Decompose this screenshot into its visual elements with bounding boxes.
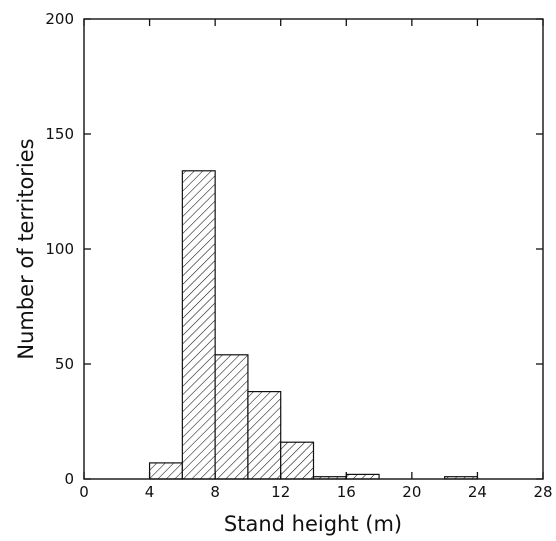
plot-frame (83, 18, 544, 480)
ticks-group (83, 18, 544, 480)
x-axis-label: Stand height (m) (224, 512, 402, 536)
y-tick-label: 150 (45, 125, 74, 143)
x-tick-label: 4 (145, 483, 155, 501)
x-tick-label: 24 (468, 483, 487, 501)
x-tick-label: 0 (79, 483, 89, 501)
tick-labels-group: 0 4 8 12 16 20 24 28 0 50 100 150 200 (45, 10, 552, 501)
x-tick-label: 28 (533, 483, 552, 501)
histogram-bar-4-6 (148, 462, 183, 480)
histogram-bar-6-8 (181, 170, 216, 480)
y-axis-label: Number of territories (14, 138, 38, 359)
x-tick-label: 20 (402, 483, 421, 501)
x-tick-label: 12 (271, 483, 290, 501)
y-tick-label: 50 (55, 355, 74, 373)
y-tick-label: 200 (45, 10, 74, 28)
histogram-bar-12-14 (280, 441, 315, 480)
histogram-bar-10-12 (247, 391, 282, 480)
y-tick-label: 100 (45, 240, 74, 258)
y-tick-label: 0 (64, 470, 74, 488)
x-tick-label: 16 (337, 483, 356, 501)
x-tick-label: 8 (210, 483, 220, 501)
histogram-bar-8-10 (214, 354, 249, 480)
bars-group (148, 170, 479, 480)
